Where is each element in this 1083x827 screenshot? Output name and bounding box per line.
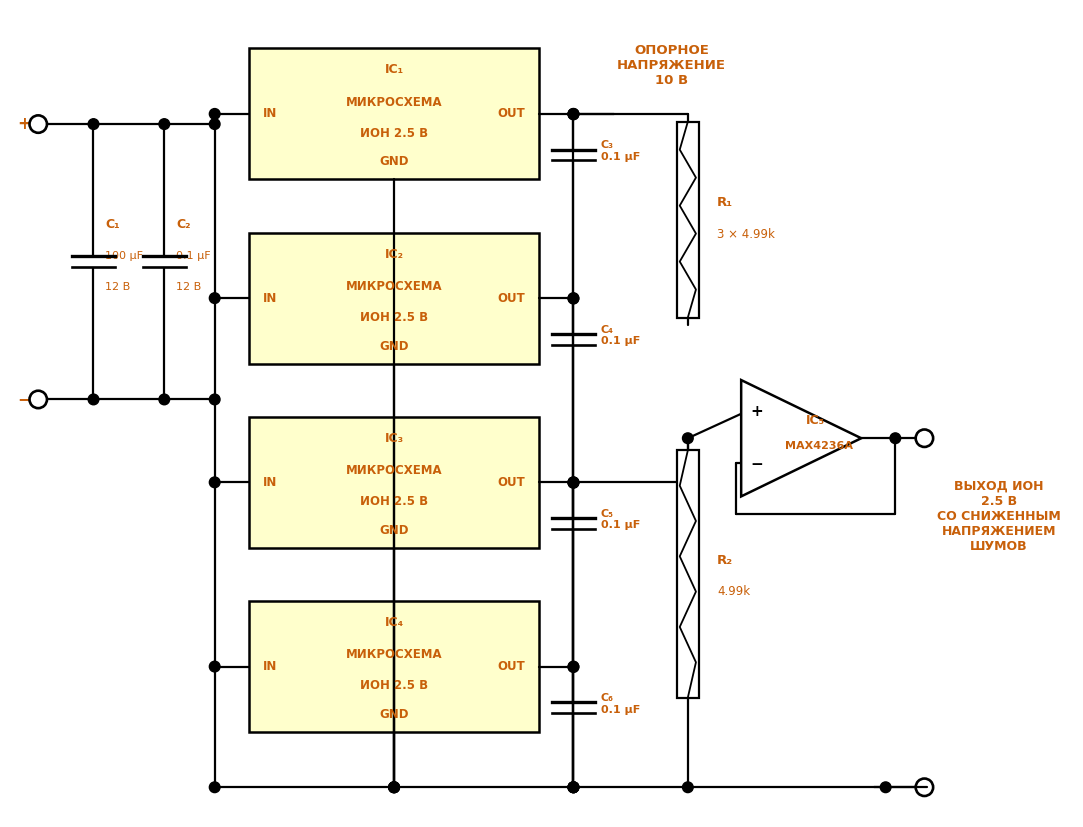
Circle shape xyxy=(890,433,901,443)
Circle shape xyxy=(389,782,400,792)
Text: 12 В: 12 В xyxy=(175,282,201,292)
Circle shape xyxy=(682,433,693,443)
Polygon shape xyxy=(741,380,861,496)
Text: 0.1 μF: 0.1 μF xyxy=(175,251,210,261)
Text: C₂: C₂ xyxy=(175,218,191,232)
Text: IC₂: IC₂ xyxy=(384,247,404,261)
Circle shape xyxy=(569,294,578,304)
Text: МИКРОСХЕМА: МИКРОСХЕМА xyxy=(345,648,442,662)
Circle shape xyxy=(569,662,578,672)
Text: МИКРОСХЕМА: МИКРОСХЕМА xyxy=(345,464,442,477)
Text: +: + xyxy=(16,115,30,133)
Bar xyxy=(249,232,539,364)
Text: 12 В: 12 В xyxy=(105,282,130,292)
Text: GND: GND xyxy=(379,155,408,169)
Text: IC₅: IC₅ xyxy=(806,414,825,428)
Text: 4.99k: 4.99k xyxy=(717,585,751,598)
Circle shape xyxy=(389,782,400,792)
Text: МИКРОСХЕМА: МИКРОСХЕМА xyxy=(345,280,442,293)
Circle shape xyxy=(88,119,99,129)
Text: −: − xyxy=(751,457,764,472)
Circle shape xyxy=(88,394,99,404)
Circle shape xyxy=(569,108,578,119)
Circle shape xyxy=(209,119,220,129)
Text: MAX4236A: MAX4236A xyxy=(785,441,852,451)
Circle shape xyxy=(569,782,578,792)
Text: R₂: R₂ xyxy=(717,554,733,566)
Circle shape xyxy=(569,782,578,792)
Text: 3 × 4.99k: 3 × 4.99k xyxy=(717,227,774,241)
Text: C₃
0.1 μF: C₃ 0.1 μF xyxy=(601,141,640,162)
Text: ИОН 2.5 В: ИОН 2.5 В xyxy=(360,311,428,324)
Text: ИОН 2.5 В: ИОН 2.5 В xyxy=(360,495,428,509)
Text: +: + xyxy=(751,404,764,419)
Circle shape xyxy=(569,477,578,488)
Text: OUT: OUT xyxy=(497,292,525,304)
Circle shape xyxy=(209,293,220,304)
Text: GND: GND xyxy=(379,523,408,537)
Circle shape xyxy=(389,782,400,792)
Circle shape xyxy=(569,477,578,488)
Text: ОПОРНОЕ
НАПРЯЖЕНИЕ
10 В: ОПОРНОЕ НАПРЯЖЕНИЕ 10 В xyxy=(617,45,726,88)
Text: IN: IN xyxy=(263,292,277,304)
Bar xyxy=(249,601,539,732)
Text: −: − xyxy=(16,390,30,409)
Circle shape xyxy=(569,477,578,488)
Circle shape xyxy=(209,108,220,119)
Text: МИКРОСХЕМА: МИКРОСХЕМА xyxy=(345,96,442,109)
Text: ИОН 2.5 В: ИОН 2.5 В xyxy=(360,680,428,692)
Circle shape xyxy=(569,108,578,119)
Circle shape xyxy=(159,119,170,129)
Text: C₁: C₁ xyxy=(105,218,120,232)
Bar xyxy=(249,417,539,547)
Circle shape xyxy=(569,109,578,120)
Text: C₄
0.1 μF: C₄ 0.1 μF xyxy=(601,325,640,347)
Text: OUT: OUT xyxy=(497,660,525,673)
Text: IN: IN xyxy=(263,476,277,489)
Text: ВЫХОД ИОН
2.5 В
СО СНИЖЕННЫМ
НАПРЯЖЕНИЕМ
ШУМОВ: ВЫХОД ИОН 2.5 В СО СНИЖЕННЫМ НАПРЯЖЕНИЕМ… xyxy=(937,480,1060,553)
Circle shape xyxy=(209,662,220,672)
Circle shape xyxy=(209,782,220,792)
Text: IC₄: IC₄ xyxy=(384,616,404,629)
Text: GND: GND xyxy=(379,340,408,352)
Circle shape xyxy=(209,394,220,404)
Text: OUT: OUT xyxy=(497,108,525,121)
Text: 100 μF: 100 μF xyxy=(105,251,143,261)
Circle shape xyxy=(569,662,578,672)
Text: IN: IN xyxy=(263,660,277,673)
Text: IC₁: IC₁ xyxy=(384,64,404,76)
Bar xyxy=(249,49,539,179)
Text: OUT: OUT xyxy=(497,476,525,489)
Text: C₆
0.1 μF: C₆ 0.1 μF xyxy=(601,693,640,715)
Text: ИОН 2.5 В: ИОН 2.5 В xyxy=(360,127,428,140)
Text: IC₃: IC₃ xyxy=(384,432,404,445)
Bar xyxy=(677,451,699,698)
Circle shape xyxy=(880,782,891,792)
Circle shape xyxy=(569,782,578,792)
Circle shape xyxy=(569,293,578,304)
Circle shape xyxy=(569,782,578,792)
Circle shape xyxy=(209,477,220,488)
Text: C₅
0.1 μF: C₅ 0.1 μF xyxy=(601,509,640,530)
Circle shape xyxy=(682,782,693,792)
Text: GND: GND xyxy=(379,708,408,721)
Text: IN: IN xyxy=(263,108,277,121)
Circle shape xyxy=(389,782,400,792)
Bar xyxy=(677,122,699,318)
Text: R₁: R₁ xyxy=(717,196,733,208)
Circle shape xyxy=(159,394,170,404)
